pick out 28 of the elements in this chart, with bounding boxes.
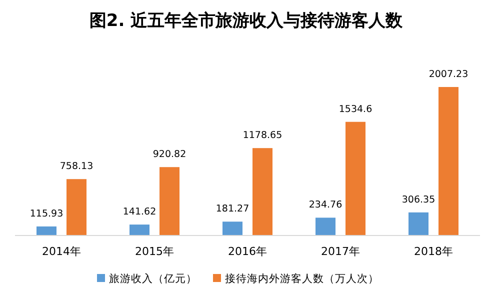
data-label: 181.27	[216, 204, 250, 215]
data-label: 115.93	[30, 208, 64, 220]
data-label: 141.62	[122, 206, 156, 218]
bar	[408, 212, 428, 235]
bar	[36, 226, 56, 235]
bar	[438, 87, 458, 235]
data-label: 234.76	[308, 200, 342, 211]
data-label: 1178.65	[242, 130, 282, 142]
x-tick-label: 2016年	[228, 245, 267, 258]
bar	[130, 224, 150, 235]
x-tick-label: 2017年	[321, 245, 360, 258]
x-tick-label: 2015年	[135, 245, 174, 258]
bar	[160, 167, 180, 235]
data-label: 306.35	[402, 194, 436, 206]
data-label: 2007.23	[428, 69, 468, 80]
bar	[316, 218, 336, 235]
x-tick-label: 2014年	[42, 245, 81, 258]
bar	[66, 179, 86, 235]
x-tick-label: 2018年	[414, 245, 453, 258]
data-label: 920.82	[152, 149, 186, 160]
data-label: 1534.6	[338, 104, 372, 115]
bar	[252, 148, 272, 235]
legend-label: 旅游收入（亿元）	[109, 272, 197, 285]
bar	[346, 122, 366, 235]
data-label: 758.13	[60, 161, 94, 172]
bar	[222, 222, 242, 235]
legend-label: 接待海内外游客人数（万人次）	[225, 272, 379, 285]
chart-title: 图2. 近五年全市旅游收入与接待游客人数	[89, 11, 404, 31]
